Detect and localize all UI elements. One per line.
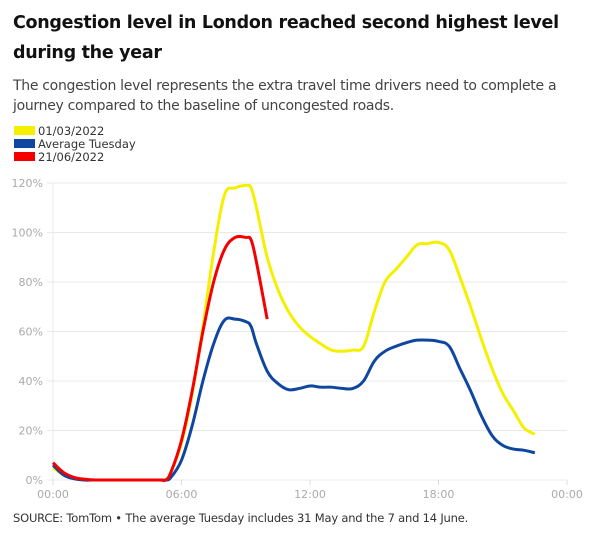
legend-item: Average Tuesday (14, 136, 136, 151)
series-line-average-tuesday (51, 316, 536, 482)
x-axis: 00:00 06:00 12:00 18:00 00:00 (37, 480, 583, 501)
legend-swatch (14, 126, 35, 135)
y-tick-label: 80% (19, 276, 43, 289)
x-tick-label: 06:00 (166, 488, 198, 501)
y-tick-label: 0% (26, 474, 43, 487)
y-tick-label: 100% (12, 227, 43, 240)
legend-item: 01/03/2022 (14, 123, 136, 138)
y-tick-label: 40% (19, 375, 43, 388)
series-line-01-03-2022 (52, 183, 536, 483)
series-lines (51, 183, 536, 483)
legend-label: 21/06/2022 (38, 149, 105, 164)
x-tick-label: 12:00 (294, 488, 326, 501)
legend: 01/03/2022 Average Tuesday 21/06/2022 (14, 123, 136, 164)
y-tick-label: 20% (19, 425, 43, 438)
x-tick-label: 00:00 (37, 488, 69, 501)
legend-swatch (14, 152, 35, 161)
legend-item: 21/06/2022 (14, 149, 136, 164)
legend-label: 01/03/2022 (38, 123, 105, 138)
chart-title: Congestion level in London reached secon… (13, 13, 559, 63)
y-axis: 0% 20% 40% 60% 80% 100% 120% (12, 177, 43, 487)
legend-swatch (14, 139, 35, 148)
source-note: SOURCE: TomTom • The average Tuesday inc… (13, 511, 469, 525)
y-tick-label: 120% (12, 177, 43, 190)
series-line-21-06-2022 (51, 234, 269, 483)
chart-subtitle: The congestion level represents the extr… (13, 78, 557, 114)
x-tick-label: 18:00 (423, 488, 455, 501)
legend-label: Average Tuesday (38, 136, 136, 151)
y-tick-label: 60% (19, 326, 43, 339)
x-tick-label: 00:00 (551, 488, 583, 501)
